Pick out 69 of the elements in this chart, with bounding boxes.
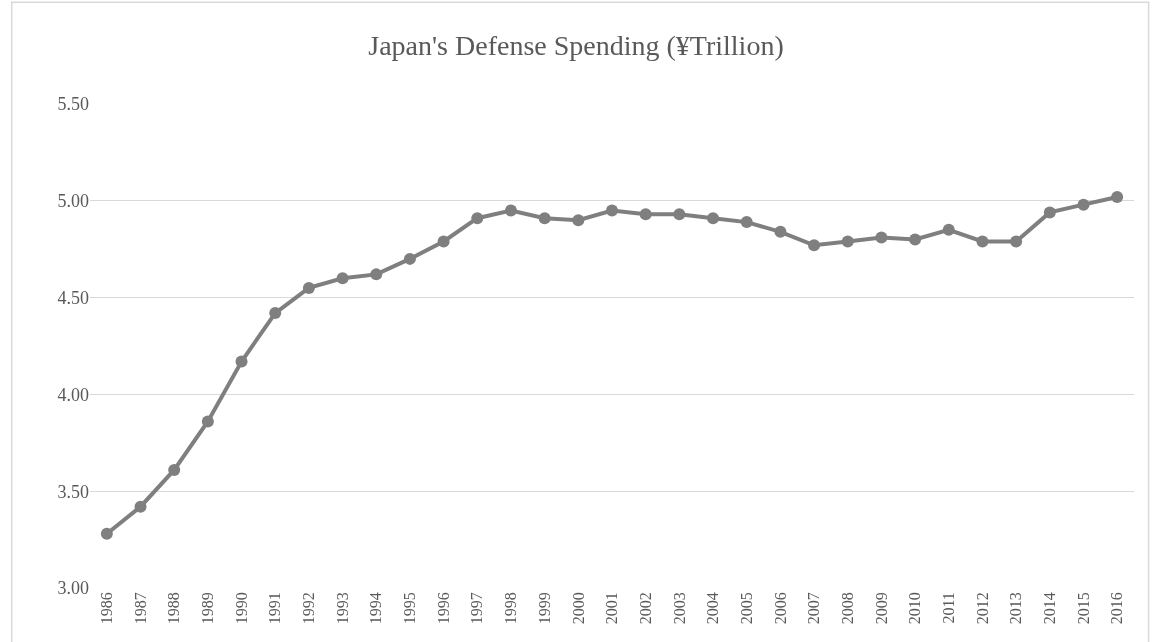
y-tick-label: 3.00 — [57, 578, 89, 599]
x-tick-label: 1988 — [165, 592, 183, 625]
point — [100, 527, 113, 540]
point — [370, 268, 383, 281]
x-tick-label: 2003 — [670, 592, 688, 625]
x-tick-label: 2016 — [1108, 592, 1126, 625]
x-tick-label: 2002 — [636, 592, 654, 625]
x-tick-label: 1992 — [300, 592, 318, 625]
x-tick-label: 1995 — [401, 592, 419, 625]
point — [336, 272, 349, 285]
point — [774, 225, 787, 238]
x-tick-label: 1991 — [266, 592, 284, 625]
point — [673, 208, 686, 221]
x-tick-label: 2007 — [805, 592, 823, 625]
point — [740, 216, 753, 229]
point — [1077, 198, 1090, 211]
x-tick-label: 2011 — [939, 592, 957, 624]
y-tick-label: 4.50 — [57, 287, 89, 308]
x-tick-label: 1994 — [367, 592, 385, 625]
point — [302, 281, 315, 294]
x-tick-label: 1993 — [333, 592, 351, 625]
x-tick-label: 1990 — [232, 592, 250, 625]
x-tick-label: 1986 — [98, 592, 116, 625]
point — [471, 212, 484, 225]
x-tick-label: 1996 — [434, 592, 452, 625]
point — [942, 223, 955, 236]
x-tick-label: 2004 — [704, 592, 722, 625]
x-tick-label: 2008 — [838, 592, 856, 625]
point — [403, 252, 416, 265]
point — [909, 233, 922, 246]
point — [572, 214, 585, 227]
y-tick-label: 4.00 — [57, 384, 89, 405]
x-tick-label: 2006 — [771, 592, 789, 625]
x-tick-label: 2001 — [603, 592, 621, 625]
point — [437, 235, 450, 248]
chart-title: Japan's Defense Spending (¥Trillion) — [368, 29, 784, 61]
x-tick-label: 2015 — [1074, 592, 1092, 625]
x-tick-label: 2010 — [906, 592, 924, 625]
point — [134, 500, 147, 513]
point — [168, 463, 181, 476]
x-tick-label: 2012 — [973, 592, 991, 625]
y-tick-label: 5.50 — [57, 94, 89, 115]
point — [875, 231, 888, 244]
point — [1043, 206, 1056, 219]
x-tick-label: 1997 — [468, 592, 486, 625]
x-tick-label: 2000 — [569, 592, 587, 625]
x-tick-label: 2014 — [1041, 592, 1059, 625]
point — [707, 212, 720, 225]
point — [606, 204, 618, 217]
point — [504, 204, 517, 217]
point — [538, 212, 551, 225]
point — [1111, 190, 1124, 203]
point — [1010, 235, 1023, 248]
point — [841, 235, 854, 248]
point — [639, 208, 652, 221]
y-tick-label: 5.00 — [57, 191, 89, 212]
x-tick-label: 1989 — [199, 592, 217, 625]
x-tick-label: 1987 — [131, 592, 149, 625]
point — [201, 415, 214, 428]
x-tick-label: 1998 — [502, 592, 520, 625]
x-tick-label: 2005 — [737, 592, 755, 625]
point — [976, 235, 989, 248]
x-tick-label: 2009 — [872, 592, 890, 625]
point — [269, 307, 282, 320]
x-tick-label: 1999 — [535, 592, 553, 625]
point — [808, 239, 821, 252]
x-tick-label: 2013 — [1007, 592, 1025, 625]
point — [235, 355, 248, 368]
y-tick-label: 3.50 — [57, 481, 89, 502]
